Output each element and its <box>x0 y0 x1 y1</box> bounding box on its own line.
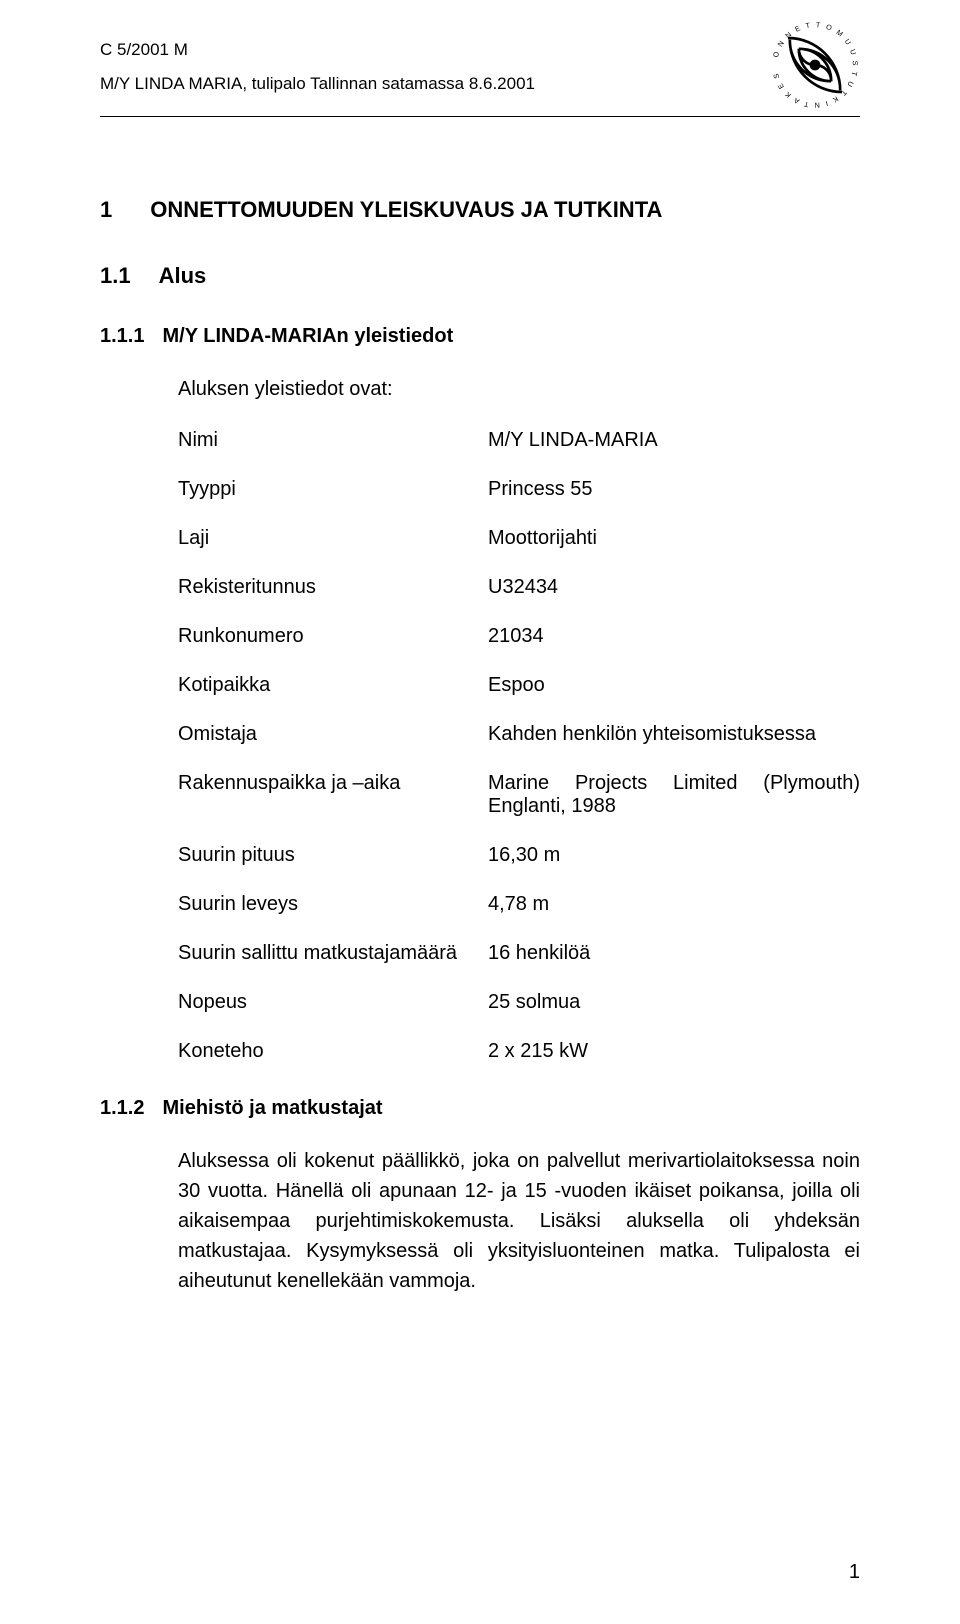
heading-2-number: 1.1 <box>100 263 131 289</box>
heading-1-text: ONNETTOMUUDEN YLEISKUVAUS JA TUTKINTA <box>150 197 662 223</box>
spec-label: Suurin leveys <box>178 893 478 916</box>
spec-value: 25 solmua <box>488 991 860 1014</box>
spec-value: Moottorijahti <box>488 527 860 550</box>
intro-text: Aluksen yleistiedot ovat: <box>178 378 860 401</box>
spec-label: Tyyppi <box>178 478 478 501</box>
heading-3b: 1.1.2 Miehistö ja matkustajat <box>100 1097 860 1120</box>
spec-table: Nimi M/Y LINDA-MARIA Tyyppi Princess 55 … <box>178 429 860 1063</box>
spec-value: Princess 55 <box>488 478 860 501</box>
page-number: 1 <box>849 1561 860 1584</box>
spec-label: Runkonumero <box>178 625 478 648</box>
heading-3a-number: 1.1.1 <box>100 325 144 348</box>
spec-label: Nopeus <box>178 991 478 1014</box>
spec-value: U32434 <box>488 576 860 599</box>
heading-3b-text: Miehistö ja matkustajat <box>162 1097 382 1120</box>
spec-value: 16,30 m <box>488 844 860 867</box>
spec-value: 16 henkilöä <box>488 942 860 965</box>
header-left: C 5/2001 M M/Y LINDA MARIA, tulipalo Tal… <box>100 40 535 94</box>
heading-3a: 1.1.1 M/Y LINDA-MARIAn yleistiedot <box>100 325 860 348</box>
spec-value: 21034 <box>488 625 860 648</box>
document-code: C 5/2001 M <box>100 40 535 60</box>
spec-value: 2 x 215 kW <box>488 1040 860 1063</box>
spec-label: Koneteho <box>178 1040 478 1063</box>
page-header: C 5/2001 M M/Y LINDA MARIA, tulipalo Tal… <box>100 40 860 117</box>
heading-3a-text: M/Y LINDA-MARIAn yleistiedot <box>162 325 453 348</box>
spec-label: Omistaja <box>178 723 478 746</box>
spec-label: Suurin pituus <box>178 844 478 867</box>
heading-1-number: 1 <box>100 197 112 223</box>
body-paragraph: Aluksessa oli kokenut päällikkö, joka on… <box>178 1146 860 1296</box>
heading-2-text: Alus <box>159 263 207 289</box>
page: C 5/2001 M M/Y LINDA MARIA, tulipalo Tal… <box>0 0 960 1624</box>
spec-label: Kotipaikka <box>178 674 478 697</box>
spec-label: Nimi <box>178 429 478 452</box>
spec-value: Kahden henkilön yhteisomistuksessa <box>488 723 860 746</box>
spec-label: Laji <box>178 527 478 550</box>
spec-value: 4,78 m <box>488 893 860 916</box>
spec-value: Marine Projects Limited (Plymouth) Engla… <box>488 772 860 818</box>
heading-2: 1.1 Alus <box>100 263 860 289</box>
heading-3b-number: 1.1.2 <box>100 1097 144 1120</box>
document-subtitle: M/Y LINDA MARIA, tulipalo Tallinnan sata… <box>100 74 535 94</box>
spec-value: M/Y LINDA-MARIA <box>488 429 860 452</box>
spiral-seal-logo: O N N E T T O M U U S T U T K I N T A K … <box>770 20 860 110</box>
spec-label: Suurin sallittu matkustajamäärä <box>178 942 478 965</box>
spec-label: Rakennuspaikka ja –aika <box>178 772 478 818</box>
spec-label: Rekisteritunnus <box>178 576 478 599</box>
spec-value: Espoo <box>488 674 860 697</box>
heading-1: 1 ONNETTOMUUDEN YLEISKUVAUS JA TUTKINTA <box>100 197 860 223</box>
